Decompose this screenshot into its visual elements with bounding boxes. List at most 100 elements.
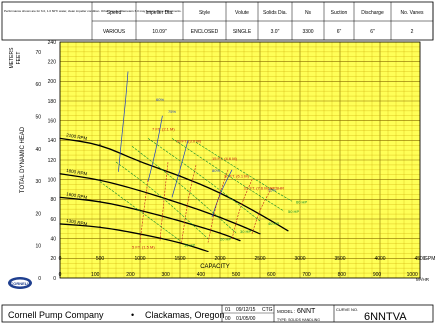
rev-00: 00: [225, 316, 231, 322]
hp-line-2: [131, 145, 237, 233]
head-curve-point: [139, 233, 141, 235]
efficiency-label: 75%: [168, 109, 176, 114]
head-curve-point: [179, 202, 181, 204]
x-tick-gpm: 3500: [334, 256, 345, 262]
rev-date-01: 09/12/15: [236, 307, 256, 313]
head-curve-label: 1600 RPM: [66, 191, 88, 200]
rev-01: 01: [225, 307, 231, 313]
header-col-8: No. Vanes: [401, 10, 424, 16]
head-curve-point: [59, 223, 61, 225]
x-tick-m3hr: 600: [267, 272, 276, 278]
head-curve-point: [219, 232, 221, 234]
head-curve-point: [287, 230, 289, 232]
y-tick-m: 60: [35, 82, 41, 88]
x-tick-gpm: 4500: [414, 256, 425, 262]
header-col-7: Discharge: [361, 10, 384, 16]
header-val-4: 3.0": [271, 29, 280, 35]
y-tick-m: 30: [35, 179, 41, 185]
y-tick-ft: 220: [48, 59, 57, 65]
header-val-7: 6": [370, 29, 375, 35]
plot-frame: [59, 41, 421, 279]
hp-label: 30 HP: [240, 229, 251, 234]
y-tick-m: 50: [35, 114, 41, 120]
x-tick-m3hr: 1000: [407, 272, 418, 278]
head-curve-point: [139, 161, 141, 163]
x-tick-m3hr: 700: [302, 272, 311, 278]
header-note: Performance shown are for 6.0, 1.0 60°F …: [4, 9, 182, 13]
header-col-1: Impeller Dia.: [145, 10, 173, 16]
head-curve-point: [219, 216, 221, 218]
x-tick-gpm: 500: [96, 256, 105, 262]
npshr-label: 20 FT. (6.1 M): [224, 174, 250, 179]
efficiency-label: 60%: [156, 97, 164, 102]
x-tick-m3hr: 400: [197, 272, 206, 278]
head-curve-label: 1800 RPM: [66, 168, 88, 177]
head-curve-point: [207, 250, 209, 253]
y-tick-m: 40: [35, 147, 41, 153]
rev-initials: CTG: [262, 307, 273, 313]
head-curve-point: [99, 179, 101, 181]
rev-date-00: 01/05/00: [236, 316, 256, 322]
curve-no-value: 6NNTVA: [364, 311, 407, 323]
hp-label: 50 HP: [288, 209, 299, 214]
hp-label: 20 HP: [220, 237, 231, 242]
y-axis-label: TOTAL DYNAMIC HEAD: [20, 126, 26, 193]
npshr-label: 15 FT. (4.6 M): [212, 156, 238, 161]
efficiency-contour-2: [171, 140, 189, 198]
y-tick-ft: 120: [48, 158, 57, 164]
x-tick-m3hr: 900: [373, 272, 382, 278]
x-tick-gpm: 0: [59, 256, 62, 262]
x-tick-gpm: 1000: [134, 256, 145, 262]
x-tick-gpm: 2000: [214, 256, 225, 262]
head-curve-point: [139, 189, 141, 192]
efficiency-contour-0: [118, 71, 129, 172]
header-col-5: Ns: [305, 10, 312, 16]
head-curve-point: [99, 226, 101, 228]
head-curve-2: [59, 196, 241, 242]
x-tick-gpm: 2500: [254, 256, 265, 262]
hp-label: 40 HP: [268, 221, 279, 226]
x-tick-m3hr: 200: [126, 272, 135, 278]
logo-text: CORNELL: [10, 281, 30, 286]
y-units-meters: METERS: [9, 47, 15, 69]
head-curve-point: [259, 213, 261, 215]
y-tick-ft: 240: [48, 40, 57, 46]
npshr-line-5: [251, 187, 273, 234]
y-tick-ft: 140: [48, 138, 57, 144]
npshr-line-1: [159, 161, 169, 241]
header-val-1: 10.09": [152, 29, 167, 35]
x-axis-label: CAPACITY: [200, 264, 230, 270]
head-curve-point: [179, 242, 181, 244]
head-curve-point: [99, 200, 101, 202]
head-curve-point: [59, 196, 61, 198]
x-tick-m3hr: 0: [59, 272, 62, 278]
x-tick-gpm: 3000: [294, 256, 305, 262]
y-tick-m: 20: [35, 211, 41, 217]
model-value: 6NNT: [297, 308, 316, 315]
hp-line-4: [171, 138, 285, 212]
npshr-line-2: [181, 164, 197, 243]
x-tick-gpm: 4000: [374, 256, 385, 262]
header-col-6: Suction: [331, 10, 348, 16]
type-label: TYPE: SOLIDS HANDLING: [277, 318, 320, 322]
head-curve-point: [139, 209, 141, 211]
header-val-5: 3300: [302, 29, 313, 35]
hp-line-1: [115, 161, 209, 239]
efficiency-contour-3: [211, 169, 233, 218]
head-curve-point: [59, 173, 61, 175]
x-tick-m3hr: 800: [338, 272, 347, 278]
npshr-label: 7 FT. (2.1 M): [152, 127, 175, 132]
y-tick-ft: 160: [48, 118, 57, 124]
y-tick-ft: 20: [50, 256, 56, 262]
hp-line-0: [99, 181, 181, 241]
y-tick-m: 70: [35, 50, 41, 56]
efficiency-contour-1: [147, 115, 163, 182]
y-tick-ft: 40: [50, 236, 56, 242]
head-curve-label: 2100 RPM: [66, 132, 88, 141]
x-tick-m3hr: 300: [161, 272, 170, 278]
header-col-4: Solids Dia.: [263, 10, 287, 16]
head-curve-1: [59, 173, 261, 235]
company-location: Clackamas, Oregon: [145, 310, 225, 320]
